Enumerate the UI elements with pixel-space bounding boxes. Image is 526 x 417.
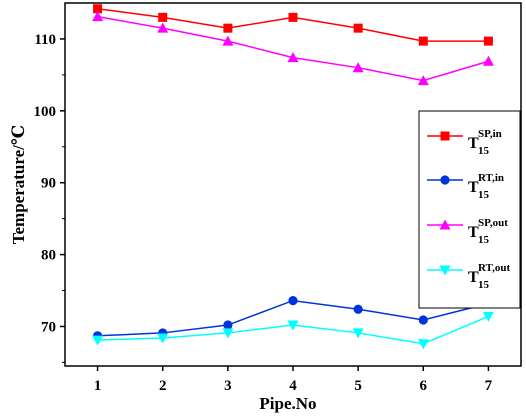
series-rt-in bbox=[92, 295, 494, 341]
x-tick-label: 4 bbox=[289, 378, 297, 394]
x-axis-title: Pipe.No bbox=[259, 394, 316, 413]
legend-label: T bbox=[468, 269, 479, 286]
legend-label-sub: 15 bbox=[478, 189, 490, 201]
data-point bbox=[417, 75, 429, 86]
series-sp-in bbox=[93, 4, 493, 46]
y-tick-label: 90 bbox=[41, 176, 56, 192]
data-point bbox=[158, 12, 168, 22]
legend-marker bbox=[440, 131, 450, 141]
y-tick-label: 100 bbox=[34, 104, 57, 120]
data-point bbox=[92, 335, 104, 346]
series-layer bbox=[92, 4, 494, 350]
x-tick-label: 5 bbox=[354, 378, 362, 394]
data-point bbox=[93, 4, 103, 14]
legend-entry: T 15 RT,in bbox=[427, 172, 504, 201]
data-point bbox=[418, 315, 428, 325]
legend-label-sub: 15 bbox=[478, 234, 490, 246]
data-point bbox=[92, 11, 104, 22]
data-point bbox=[418, 36, 428, 46]
data-point bbox=[482, 55, 494, 66]
data-point bbox=[157, 333, 169, 344]
data-point bbox=[288, 295, 298, 306]
x-tick-label: 1 bbox=[94, 378, 102, 394]
data-point bbox=[222, 35, 234, 46]
series-rt-out bbox=[92, 311, 494, 350]
legend-marker bbox=[439, 219, 451, 230]
legend-label: T bbox=[468, 135, 479, 152]
axes-layer: 1 2 3 4 5 6 7 70 80 90 100 110 bbox=[34, 32, 493, 394]
data-point bbox=[223, 320, 233, 330]
legend-label-sub: 15 bbox=[478, 279, 490, 291]
legend-label-sup: RT,out bbox=[478, 262, 510, 274]
x-tick-label: 2 bbox=[159, 378, 167, 394]
data-point bbox=[353, 304, 363, 314]
legend-entry: T 15 SP,in bbox=[427, 128, 502, 157]
data-point bbox=[157, 22, 169, 33]
legend-marker bbox=[440, 175, 450, 185]
y-tick-label: 70 bbox=[41, 319, 56, 335]
legend-label-sub: 15 bbox=[478, 145, 490, 157]
data-point bbox=[353, 23, 363, 33]
data-point bbox=[482, 311, 494, 322]
data-point bbox=[222, 328, 234, 339]
data-point bbox=[352, 62, 364, 73]
data-point bbox=[352, 328, 364, 339]
legend-box bbox=[418, 110, 521, 309]
x-tick-label: 7 bbox=[485, 378, 493, 394]
data-point bbox=[223, 23, 233, 33]
legend-label-sup: RT,in bbox=[478, 172, 504, 184]
data-point bbox=[417, 339, 429, 350]
data-point bbox=[287, 320, 299, 331]
y-axis-title: Temperature/℃ bbox=[9, 125, 28, 245]
series-line bbox=[97, 15, 489, 82]
y-tick-label: 80 bbox=[41, 248, 56, 264]
x-tick-label: 6 bbox=[420, 378, 428, 394]
legend-label-sup: SP,in bbox=[478, 128, 502, 140]
legend-label: T bbox=[468, 224, 479, 241]
legend-entry: T 15 SP,out bbox=[427, 217, 508, 246]
x-tick-label: 3 bbox=[224, 378, 232, 394]
legend-label: T bbox=[468, 179, 479, 196]
data-point bbox=[287, 52, 299, 63]
data-point bbox=[483, 36, 493, 46]
legend-marker bbox=[439, 265, 451, 276]
series-sp-out bbox=[92, 11, 494, 86]
legend-label-sup: SP,out bbox=[478, 217, 508, 229]
y-tick-label: 110 bbox=[34, 32, 56, 48]
data-point bbox=[288, 12, 298, 22]
legend-entry: T 15 RT,out bbox=[427, 262, 510, 291]
